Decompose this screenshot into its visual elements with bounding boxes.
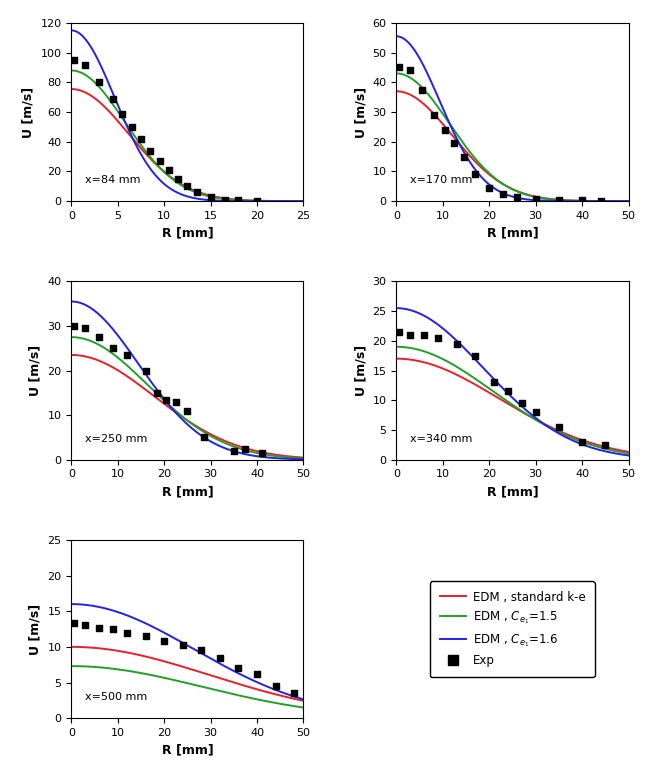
Point xyxy=(577,435,587,448)
Point xyxy=(122,626,132,639)
Point xyxy=(196,644,207,656)
X-axis label: R [mm]: R [mm] xyxy=(161,485,213,498)
X-axis label: R [mm]: R [mm] xyxy=(161,226,213,239)
Point xyxy=(80,322,91,335)
Point xyxy=(214,652,225,664)
Point xyxy=(252,195,262,207)
Text: x=84 mm: x=84 mm xyxy=(86,176,141,186)
Point xyxy=(170,396,181,408)
Point xyxy=(126,121,137,133)
Y-axis label: U [m/s]: U [m/s] xyxy=(354,345,367,396)
Point xyxy=(94,331,104,343)
Point xyxy=(80,620,91,632)
Point xyxy=(94,621,104,633)
Point xyxy=(159,635,169,647)
Point xyxy=(198,431,209,443)
Point xyxy=(163,163,174,176)
Point xyxy=(135,133,146,145)
Point xyxy=(69,617,79,630)
Point xyxy=(417,83,427,96)
Point xyxy=(141,630,151,643)
Text: x=500 mm: x=500 mm xyxy=(86,692,148,702)
Point xyxy=(257,447,267,459)
Y-axis label: U [m/s]: U [m/s] xyxy=(29,604,42,655)
Point xyxy=(489,377,499,389)
Point xyxy=(178,639,188,652)
Point xyxy=(152,387,163,399)
X-axis label: R [mm]: R [mm] xyxy=(487,485,538,498)
Y-axis label: U [m/s]: U [m/s] xyxy=(29,345,42,396)
Point xyxy=(94,76,104,89)
Text: x=250 mm: x=250 mm xyxy=(86,434,148,444)
Point xyxy=(233,194,244,206)
Point xyxy=(182,405,192,417)
Point xyxy=(470,168,481,180)
Point xyxy=(192,186,202,199)
Point xyxy=(69,54,79,66)
Point xyxy=(161,393,172,406)
Point xyxy=(173,173,183,185)
X-axis label: R [mm]: R [mm] xyxy=(161,743,213,756)
Point xyxy=(531,193,541,205)
Point xyxy=(80,58,91,70)
Point xyxy=(433,332,443,344)
Point xyxy=(405,329,415,341)
Point xyxy=(229,445,239,457)
Point xyxy=(419,329,430,341)
Text: x=170 mm: x=170 mm xyxy=(410,176,472,186)
Point xyxy=(503,385,513,397)
Point xyxy=(596,195,606,207)
Point xyxy=(484,182,494,194)
Point xyxy=(405,64,415,76)
Point xyxy=(600,439,610,451)
Point xyxy=(154,155,165,167)
Y-axis label: U [m/s]: U [m/s] xyxy=(22,86,35,138)
Point xyxy=(69,320,79,332)
Point xyxy=(182,180,192,193)
Point xyxy=(516,397,527,410)
Point xyxy=(393,61,404,73)
Legend: EDM , standard k-e, EDM , $C_{e_1}$=1.5, EDM , $C_{e_1}$=1.6, Exp: EDM , standard k-e, EDM , $C_{e_1}$=1.5,… xyxy=(430,581,595,677)
Point xyxy=(459,151,469,163)
Point xyxy=(252,668,262,680)
Point xyxy=(141,364,151,377)
Point xyxy=(122,349,132,361)
X-axis label: R [mm]: R [mm] xyxy=(487,226,538,239)
Point xyxy=(470,350,481,362)
Point xyxy=(108,342,118,354)
Point xyxy=(577,194,587,206)
Point xyxy=(452,338,462,350)
Point xyxy=(449,138,459,150)
Point xyxy=(553,193,564,206)
Point xyxy=(270,680,281,692)
Point xyxy=(219,193,229,206)
Point xyxy=(428,109,439,121)
Point xyxy=(393,325,404,338)
Point xyxy=(498,188,508,200)
Point xyxy=(289,687,299,699)
Point xyxy=(108,93,118,105)
Point xyxy=(531,406,541,418)
Point xyxy=(512,190,522,202)
Point xyxy=(233,662,244,675)
Point xyxy=(108,623,118,635)
Point xyxy=(553,421,564,433)
Text: x=340 mm: x=340 mm xyxy=(410,434,472,444)
Point xyxy=(145,144,156,157)
Y-axis label: U [m/s]: U [m/s] xyxy=(354,86,367,138)
Point xyxy=(240,442,251,455)
Point xyxy=(440,124,450,136)
Point xyxy=(117,108,128,120)
Point xyxy=(205,191,216,203)
